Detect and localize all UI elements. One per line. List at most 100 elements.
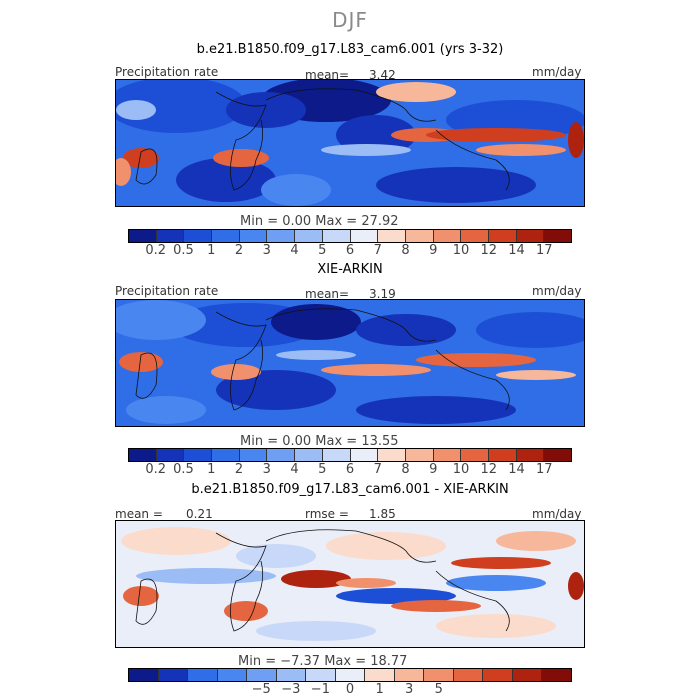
panel1-colorbar-swatch bbox=[433, 230, 462, 242]
panel3-colorbar-swatch bbox=[188, 669, 218, 681]
panel1-colorbar-swatch bbox=[350, 230, 379, 242]
panel2-colorbar-swatch bbox=[378, 449, 406, 461]
panel2-colorbar-swatch bbox=[322, 449, 351, 461]
panel2-colorbar-tick-label: 0.2 bbox=[145, 462, 167, 477]
panel3-min-max: Min = −7.37 Max = 18.77 bbox=[238, 654, 408, 669]
panel1-colorbar-tick-label: 17 bbox=[535, 243, 553, 258]
panel2-colorbar-swatch bbox=[239, 449, 268, 461]
panel1-colorbar-swatch bbox=[544, 230, 571, 242]
panel1-mean-label: mean= bbox=[305, 68, 350, 82]
panel2-colorbar-tick-label: 4 bbox=[290, 462, 299, 477]
panel3-mean-value: 0.21 bbox=[186, 507, 213, 521]
panel2-colorbar-tick-label: 9 bbox=[429, 462, 438, 477]
panel2-colorbar-swatch bbox=[544, 449, 571, 461]
panel2-colorbar-tick-label: 6 bbox=[345, 462, 355, 477]
panel3-colorbar-tick-label: −3 bbox=[281, 682, 301, 697]
panel1-title: b.e21.B1850.f09_g17.L83_cam6.001 (yrs 3-… bbox=[196, 42, 504, 57]
panel3-colorbar-swatch bbox=[453, 669, 484, 681]
panel2-observed-precip-map bbox=[115, 299, 585, 427]
panel3-units: mm/day bbox=[532, 507, 582, 521]
panel3-title: b.e21.B1850.f09_g17.L83_cam6.001 - XIE-A… bbox=[191, 482, 509, 497]
panel1-colorbar-tick-label: 3 bbox=[262, 243, 271, 258]
panel3-colorbar-tick-label: 5 bbox=[434, 682, 443, 697]
panel1-colorbar-swatch bbox=[488, 230, 517, 242]
panel3-colorbar-swatch bbox=[129, 669, 159, 681]
panel3-colorbar-swatch bbox=[512, 669, 543, 681]
panel2-colorbar-ticks: 0.2 0.5 1 2 3 4 5 6 7 8 9 10 12 14 17 bbox=[128, 462, 572, 478]
panel1-colorbar-tick-label: 0.5 bbox=[173, 243, 194, 258]
panel2-title: XIE-ARKIN bbox=[317, 262, 383, 277]
panel2-colorbar-swatch bbox=[156, 449, 185, 461]
panel3-rmse-value: 1.85 bbox=[369, 507, 396, 521]
panel3-colorbar-tick-label: −5 bbox=[251, 682, 271, 697]
panel1-colorbar-tick-label: 0.2 bbox=[145, 243, 167, 258]
panel1-colorbar-tick-label: 10 bbox=[452, 243, 470, 258]
panel1-colorbar-ticks: 0.2 0.5 1 2 3 4 5 6 7 8 9 10 12 14 17 bbox=[128, 243, 572, 259]
panel2-units: mm/day bbox=[532, 284, 582, 298]
panel2-colorbar-swatch bbox=[350, 449, 379, 461]
panel1-colorbar-swatch bbox=[212, 230, 240, 242]
panel1-colorbar-tick-label: 4 bbox=[290, 243, 299, 258]
panel2-colorbar-tick-label: 10 bbox=[452, 462, 470, 477]
panel1-colorbar-tick-label: 5 bbox=[318, 243, 327, 258]
panel1-colorbar bbox=[128, 229, 572, 243]
panel2-variable-label: Precipitation rate bbox=[115, 284, 219, 298]
panel1-colorbar-tick-label: 6 bbox=[345, 243, 355, 258]
panel2-colorbar-tick-label: 5 bbox=[318, 462, 327, 477]
panel3-difference-map bbox=[115, 520, 585, 648]
panel1-colorbar-swatch bbox=[405, 230, 434, 242]
panel2-colorbar-swatch bbox=[516, 449, 545, 461]
panel2-colorbar-tick-label: 12 bbox=[480, 462, 498, 477]
panel2-colorbar bbox=[128, 448, 572, 462]
panel1-units: mm/day bbox=[532, 65, 582, 79]
panel3-colorbar-swatch bbox=[394, 669, 425, 681]
panel2-min-max: Min = 0.00 Max = 13.55 bbox=[240, 434, 399, 449]
panel1-colorbar-swatch bbox=[295, 230, 323, 242]
panel3-colorbar bbox=[128, 668, 572, 682]
panel2-colorbar-swatch bbox=[488, 449, 517, 461]
panel1-colorbar-swatch bbox=[239, 230, 268, 242]
panel2-colorbar-swatch bbox=[461, 449, 489, 461]
panel3-colorbar-tick-label: 3 bbox=[405, 682, 414, 697]
panel3-colorbar-swatch bbox=[335, 669, 366, 681]
panel2-colorbar-swatch bbox=[433, 449, 462, 461]
panel2-colorbar-swatch bbox=[129, 449, 157, 461]
panel2-colorbar-tick-label: 14 bbox=[508, 462, 525, 477]
panel3-mean-label: mean = bbox=[115, 507, 163, 521]
panel2-mean-label: mean= bbox=[305, 287, 350, 301]
panel2-mean-value: 3.19 bbox=[369, 287, 396, 301]
panel2-colorbar-tick-label: 2 bbox=[234, 462, 244, 477]
panel3-colorbar-swatch bbox=[542, 669, 571, 681]
panel1-colorbar-swatch bbox=[322, 230, 351, 242]
panel1-colorbar-tick-label: 1 bbox=[207, 243, 216, 258]
panel1-colorbar-swatch bbox=[267, 230, 296, 242]
panel2-colorbar-tick-label: 17 bbox=[535, 462, 553, 477]
panel3-colorbar-swatch bbox=[276, 669, 307, 681]
season-title: DJF bbox=[332, 8, 368, 32]
panel2-colorbar-swatch bbox=[295, 449, 323, 461]
panel3-colorbar-tick-label: 1 bbox=[375, 682, 384, 697]
panel1-colorbar-tick-label: 7 bbox=[373, 243, 382, 258]
panel2-colorbar-tick-label: 7 bbox=[373, 462, 382, 477]
panel3-colorbar-swatch bbox=[158, 669, 189, 681]
panel1-colorbar-swatch bbox=[516, 230, 545, 242]
panel3-colorbar-ticks: −5 −3 −1 0 1 3 5 bbox=[128, 682, 572, 698]
panel3-colorbar-swatch bbox=[306, 669, 336, 681]
panel3-colorbar-tick-label: 0 bbox=[345, 682, 355, 697]
panel1-colorbar-tick-label: 12 bbox=[480, 243, 498, 258]
panel1-colorbar-swatch bbox=[184, 230, 213, 242]
panel3-rmse-label: rmse = bbox=[305, 507, 349, 521]
panel2-colorbar-tick-label: 1 bbox=[207, 462, 216, 477]
panel1-min-max: Min = 0.00 Max = 27.92 bbox=[240, 214, 399, 229]
panel3-colorbar-swatch bbox=[247, 669, 277, 681]
panel3-colorbar-swatch bbox=[365, 669, 395, 681]
panel1-colorbar-swatch bbox=[461, 230, 489, 242]
panel2-colorbar-swatch bbox=[184, 449, 213, 461]
panel3-colorbar-swatch bbox=[217, 669, 248, 681]
panel1-colorbar-tick-label: 2 bbox=[234, 243, 244, 258]
panel1-colorbar-tick-label: 8 bbox=[401, 243, 410, 258]
panel1-mean-value: 3.42 bbox=[369, 68, 396, 82]
panel1-colorbar-swatch bbox=[378, 230, 406, 242]
panel1-model-precip-map bbox=[115, 79, 585, 207]
panel1-colorbar-tick-label: 9 bbox=[429, 243, 438, 258]
